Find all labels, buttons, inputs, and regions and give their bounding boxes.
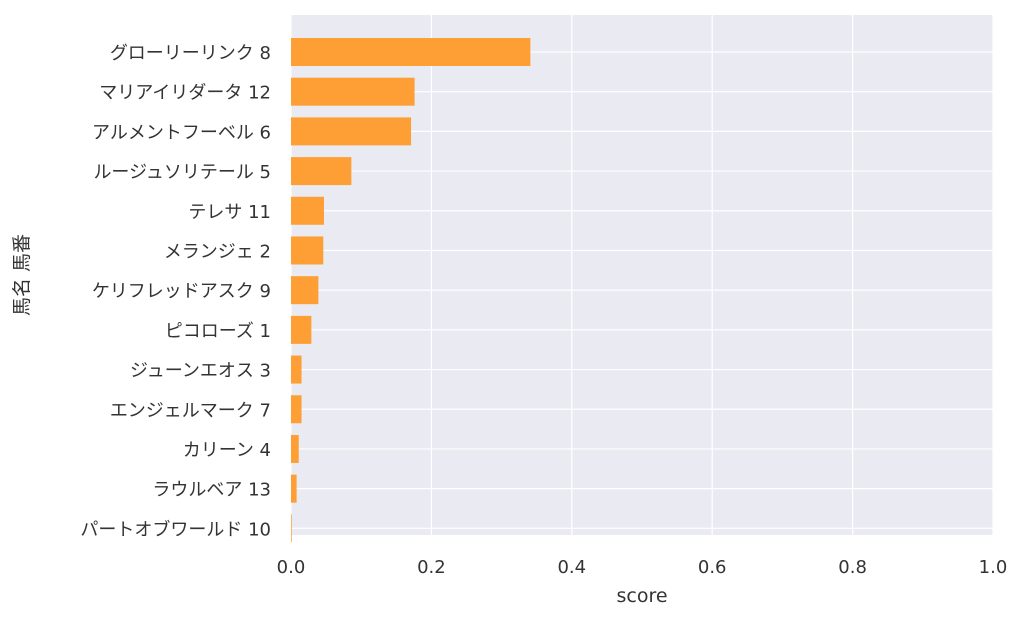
bar — [291, 196, 324, 225]
bar — [291, 276, 319, 305]
x-tick-labels: 0.0 0.2 0.4 0.6 0.8 1.0 — [277, 557, 1008, 578]
y-tick-label: パートオブワールド 10 — [80, 518, 271, 540]
y-tick-label: メランジェ 2 — [164, 241, 271, 262]
y-tick-label: アルメントフーベル 6 — [92, 122, 271, 143]
bar — [291, 355, 302, 384]
y-tick-label: ピコローズ 1 — [165, 321, 271, 342]
bar — [291, 514, 292, 543]
bar — [291, 395, 302, 424]
bar — [291, 77, 415, 106]
bars — [291, 38, 531, 543]
y-tick-label: エンジェルマーク 7 — [110, 400, 271, 421]
y-tick-label: ケリフレッドアスク 9 — [92, 281, 271, 302]
x-tick-label: 0.8 — [838, 557, 867, 578]
y-tick-label: ルージュソリテール 5 — [93, 162, 271, 183]
x-tick-label: 0.0 — [277, 557, 306, 578]
y-tick-label: マリアイリダータ 12 — [99, 83, 271, 104]
bar — [291, 474, 297, 503]
y-tick-label: ジューンエオス 3 — [130, 361, 271, 382]
y-tick-label: テレサ 11 — [188, 202, 271, 223]
bar — [291, 434, 299, 463]
x-axis-title: score — [616, 585, 667, 607]
x-tick-label: 0.2 — [417, 557, 446, 578]
bar — [291, 315, 312, 344]
y-axis-title: 馬名 馬番 — [11, 234, 33, 316]
bar — [291, 38, 531, 66]
x-tick-label: 1.0 — [979, 557, 1008, 578]
y-tick-labels: グローリーリンク 8 マリアイリダータ 12 アルメントフーベル 6 ルージュソリテー… — [80, 43, 271, 540]
bar — [291, 236, 324, 265]
x-tick-label: 0.6 — [698, 557, 727, 578]
y-tick-label: カリーン 4 — [183, 440, 271, 461]
x-tick-label: 0.4 — [557, 557, 586, 578]
y-tick-label: ラウルベア 13 — [152, 480, 271, 501]
bar — [291, 117, 412, 146]
bar — [291, 157, 352, 186]
y-tick-label: グローリーリンク 8 — [110, 43, 271, 64]
